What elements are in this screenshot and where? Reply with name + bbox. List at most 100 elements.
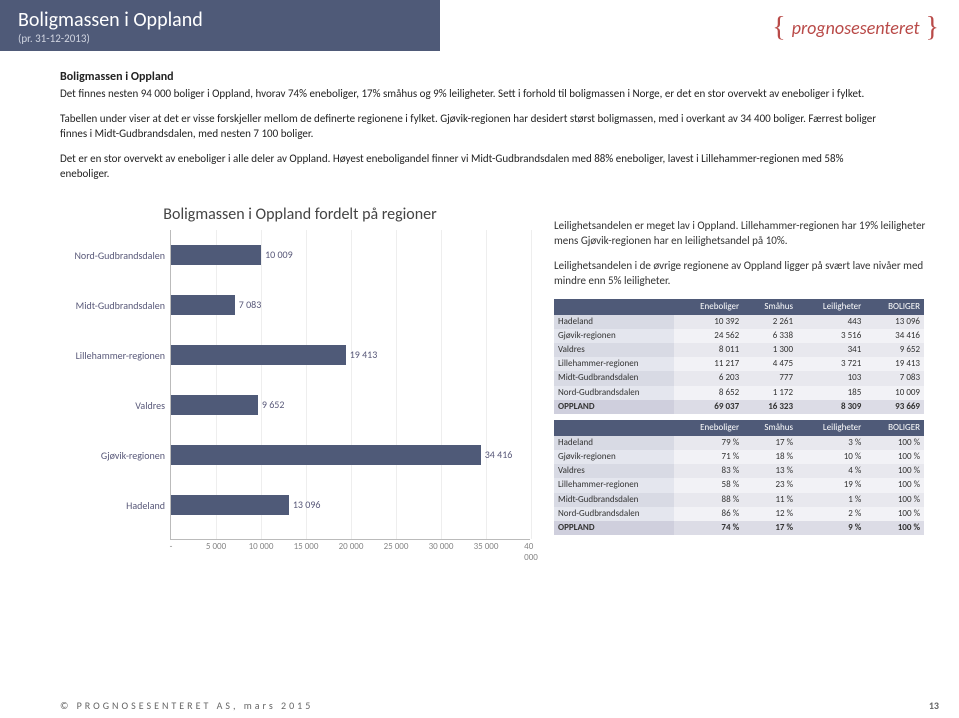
bar-row: Hadeland13 096 <box>171 493 289 517</box>
table-row: OPPLAND74 %17 %9 %100 % <box>554 521 924 535</box>
table-cell: 74 % <box>674 521 743 535</box>
table-cell: Midt-Gudbrandsdalen <box>554 493 674 507</box>
table-cell: 100 % <box>865 493 924 507</box>
table-cell: 3 % <box>797 436 865 450</box>
table-cell: Nord-Gudbrandsdalen <box>554 386 674 400</box>
intro-heading: Boligmassen i Oppland <box>60 69 889 85</box>
x-tick: 30 000 <box>429 541 454 552</box>
table-cell: Gjøvik-regionen <box>554 450 674 464</box>
bar: 13 096 <box>171 495 289 515</box>
table-cell: 16 323 <box>743 400 797 414</box>
table-cell: 83 % <box>674 464 743 478</box>
bar-value: 10 009 <box>265 248 293 261</box>
x-tick: 35 000 <box>474 541 499 552</box>
table-header <box>554 420 674 436</box>
footer-copyright: © PROGNOSESENTERET AS, mars 2015 <box>60 699 313 712</box>
table-row: OPPLAND69 03716 3238 30993 669 <box>554 400 924 414</box>
table-cell: 17 % <box>743 436 797 450</box>
table-cell: 1 172 <box>743 386 797 400</box>
header-bar: Boligmassen i Oppland (pr. 31-12-2013) <box>0 0 440 51</box>
bar-label: Nord-Gudbrandsdalen <box>61 249 171 262</box>
table-cell: 13 096 <box>865 315 924 329</box>
table-row: Nord-Gudbrandsdalen86 %12 %2 %100 % <box>554 507 924 521</box>
table-cell: 443 <box>797 315 865 329</box>
table-cell: Hadeland <box>554 315 674 329</box>
bar-label: Hadeland <box>61 499 171 512</box>
table-cell: 103 <box>797 371 865 385</box>
table-cell: 11 217 <box>674 357 743 371</box>
table-cell: 3 516 <box>797 329 865 343</box>
table-row: Midt-Gudbrandsdalen88 %11 %1 %100 % <box>554 493 924 507</box>
table-cell: 88 % <box>674 493 743 507</box>
bar-row: Nord-Gudbrandsdalen10 009 <box>171 243 261 267</box>
table-cell: 6 338 <box>743 329 797 343</box>
bar-label: Valdres <box>61 399 171 412</box>
table-cell: 8 309 <box>797 400 865 414</box>
table-cell: 100 % <box>865 450 924 464</box>
footer: © PROGNOSESENTERET AS, mars 2015 13 <box>60 699 939 712</box>
table-header: Småhus <box>743 420 797 436</box>
table-row: Midt-Gudbrandsdalen6 2037771037 083 <box>554 371 924 385</box>
x-tick: 10 000 <box>249 541 274 552</box>
table-row: Hadeland79 %17 %3 %100 % <box>554 436 924 450</box>
table-row: Lillehammer-regionen11 2174 4753 72119 4… <box>554 357 924 371</box>
intro-p1: Det finnes nesten 94 000 boliger i Oppla… <box>60 87 889 102</box>
table-cell: 71 % <box>674 450 743 464</box>
bar-chart: Boligmassen i Oppland fordelt på regione… <box>60 201 540 541</box>
table-header: Eneboliger <box>674 420 743 436</box>
table-header <box>554 299 674 315</box>
table-cell: 1 300 <box>743 343 797 357</box>
table-cell: 10 009 <box>865 386 924 400</box>
x-tick: - <box>170 541 173 552</box>
table-row: Lillehammer-regionen58 %23 %19 %100 % <box>554 478 924 492</box>
table-cell: 79 % <box>674 436 743 450</box>
table-cell: 100 % <box>865 507 924 521</box>
bar: 10 009 <box>171 245 261 265</box>
table-cell: 7 083 <box>865 371 924 385</box>
page-subtitle: (pr. 31-12-2013) <box>18 32 422 45</box>
table-cell: 4 475 <box>743 357 797 371</box>
table-cell: 24 562 <box>674 329 743 343</box>
bar-label: Gjøvik-regionen <box>61 449 171 462</box>
table-cell: 2 % <box>797 507 865 521</box>
table-cell: 777 <box>743 371 797 385</box>
bar-row: Valdres9 652 <box>171 393 258 417</box>
table-cell: 4 % <box>797 464 865 478</box>
table-row: Gjøvik-regionen71 %18 %10 %100 % <box>554 450 924 464</box>
table-cell: 19 413 <box>865 357 924 371</box>
logo-text: prognosesenteret <box>792 17 920 39</box>
table-cell: 100 % <box>865 464 924 478</box>
table-cell: 12 % <box>743 507 797 521</box>
table-header: Eneboliger <box>674 299 743 315</box>
bar-row: Lillehammer-regionen19 413 <box>171 343 346 367</box>
table-row: Nord-Gudbrandsdalen8 6521 17218510 009 <box>554 386 924 400</box>
chart-title: Boligmassen i Oppland fordelt på regione… <box>60 205 540 224</box>
logo: { prognosesenteret } <box>772 12 939 44</box>
table-header: Leiligheter <box>797 299 865 315</box>
table-cell: Nord-Gudbrandsdalen <box>554 507 674 521</box>
table-row: Valdres8 0111 3003419 652 <box>554 343 924 357</box>
table-cell: Midt-Gudbrandsdalen <box>554 371 674 385</box>
table-cell: 69 037 <box>674 400 743 414</box>
brace-right-icon: } <box>926 12 939 44</box>
table-cell: 19 % <box>797 478 865 492</box>
table-row: Hadeland10 3922 26144313 096 <box>554 315 924 329</box>
x-tick: 40 000 <box>524 541 538 563</box>
table-cell: 17 % <box>743 521 797 535</box>
table-cell: 58 % <box>674 478 743 492</box>
table-header: Småhus <box>743 299 797 315</box>
bar: 7 083 <box>171 295 235 315</box>
bar-row: Gjøvik-regionen34 416 <box>171 443 481 467</box>
side-column: Leilighetsandelen er meget lav i Oppland… <box>554 201 939 541</box>
bar-value: 7 083 <box>239 298 262 311</box>
bar: 9 652 <box>171 395 258 415</box>
table-cell: 23 % <box>743 478 797 492</box>
table-cell: Hadeland <box>554 436 674 450</box>
table-header: BOLIGER <box>865 420 924 436</box>
table-cell: 11 % <box>743 493 797 507</box>
bar-row: Midt-Gudbrandsdalen7 083 <box>171 293 235 317</box>
bar-label: Midt-Gudbrandsdalen <box>61 299 171 312</box>
table-cell: OPPLAND <box>554 521 674 535</box>
table-header: Leiligheter <box>797 420 865 436</box>
bar: 19 413 <box>171 345 346 365</box>
